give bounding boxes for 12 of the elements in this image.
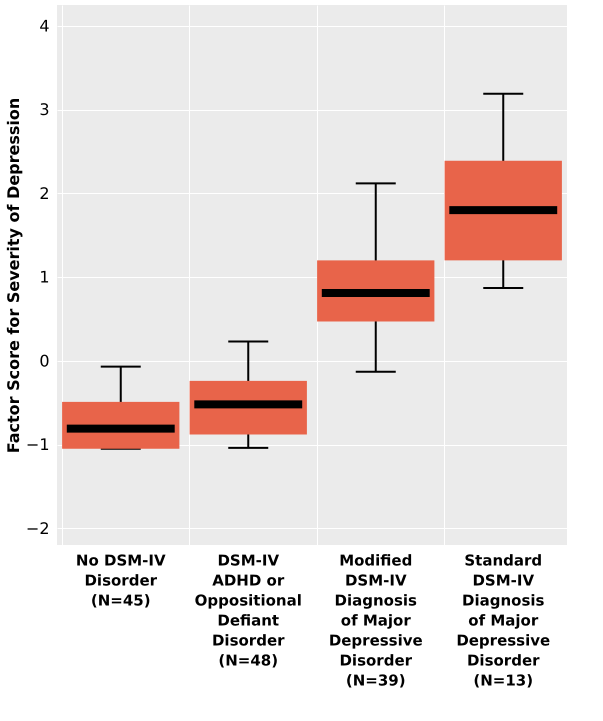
x-tick-label: Standard DSM-IV Diagnosis of Major Depressive Disorder (N=13) [456,552,550,690]
y-axis-title: Factor Score for Severity of Depression [4,98,23,454]
x-tick-label: No DSM-IV Disorder (N=45) [76,552,166,610]
x-tick-label: Modified DSM-IV Diagnosis of Major Depressive Disorder (N=39) [328,552,423,690]
y-tick-label: 1 [39,268,50,287]
y-tick-label: −2 [26,518,50,538]
y-tick-label: 2 [39,184,50,203]
y-tick-label: 4 [39,16,50,36]
x-tick-label: DSM-IV ADHD or Oppositional Defiant Disorder (N=48) [194,552,302,670]
y-tick-label: 0 [39,351,50,370]
y-tick-label: 3 [39,100,50,120]
y-tick-label: −1 [26,435,50,454]
